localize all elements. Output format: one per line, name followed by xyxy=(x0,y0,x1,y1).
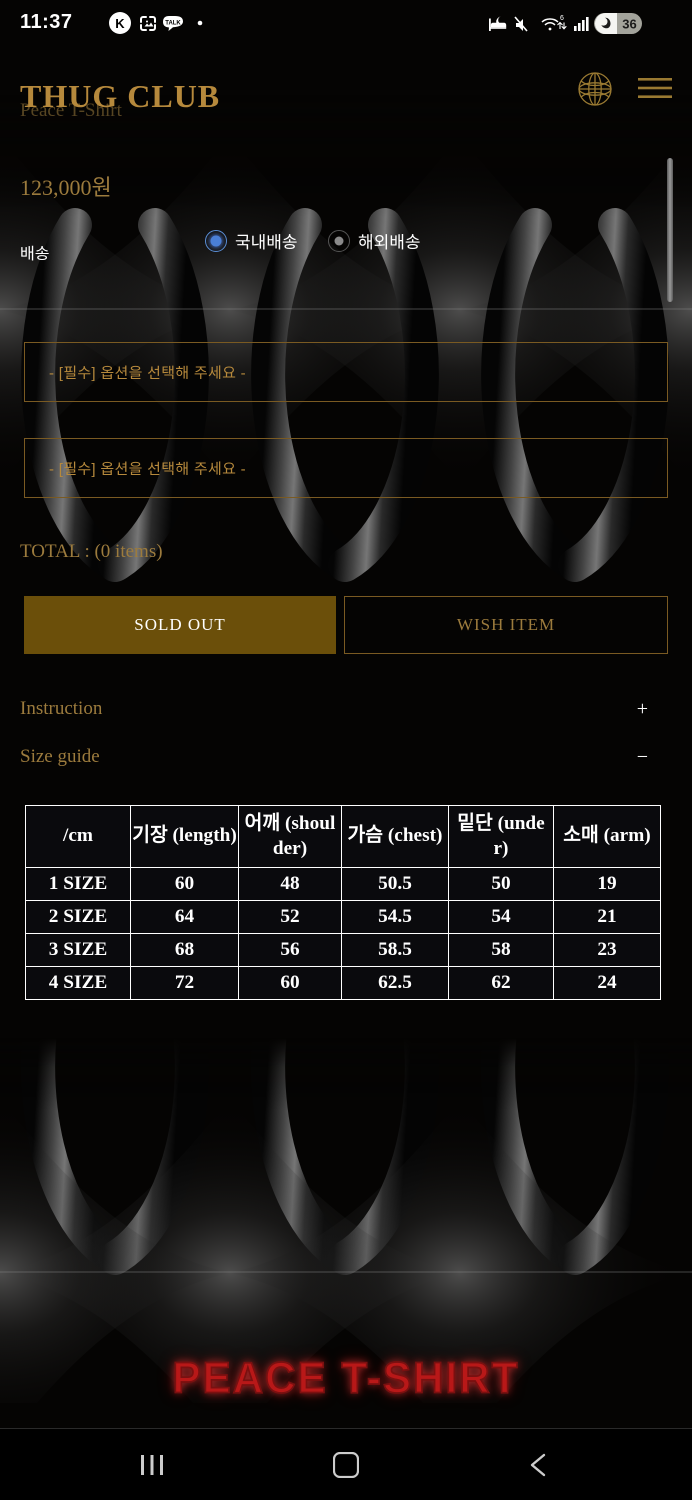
svg-text:36: 36 xyxy=(622,17,636,32)
svg-text:TALK: TALK xyxy=(165,21,181,27)
svg-text:K: K xyxy=(115,16,125,31)
svg-text:6: 6 xyxy=(560,15,564,22)
